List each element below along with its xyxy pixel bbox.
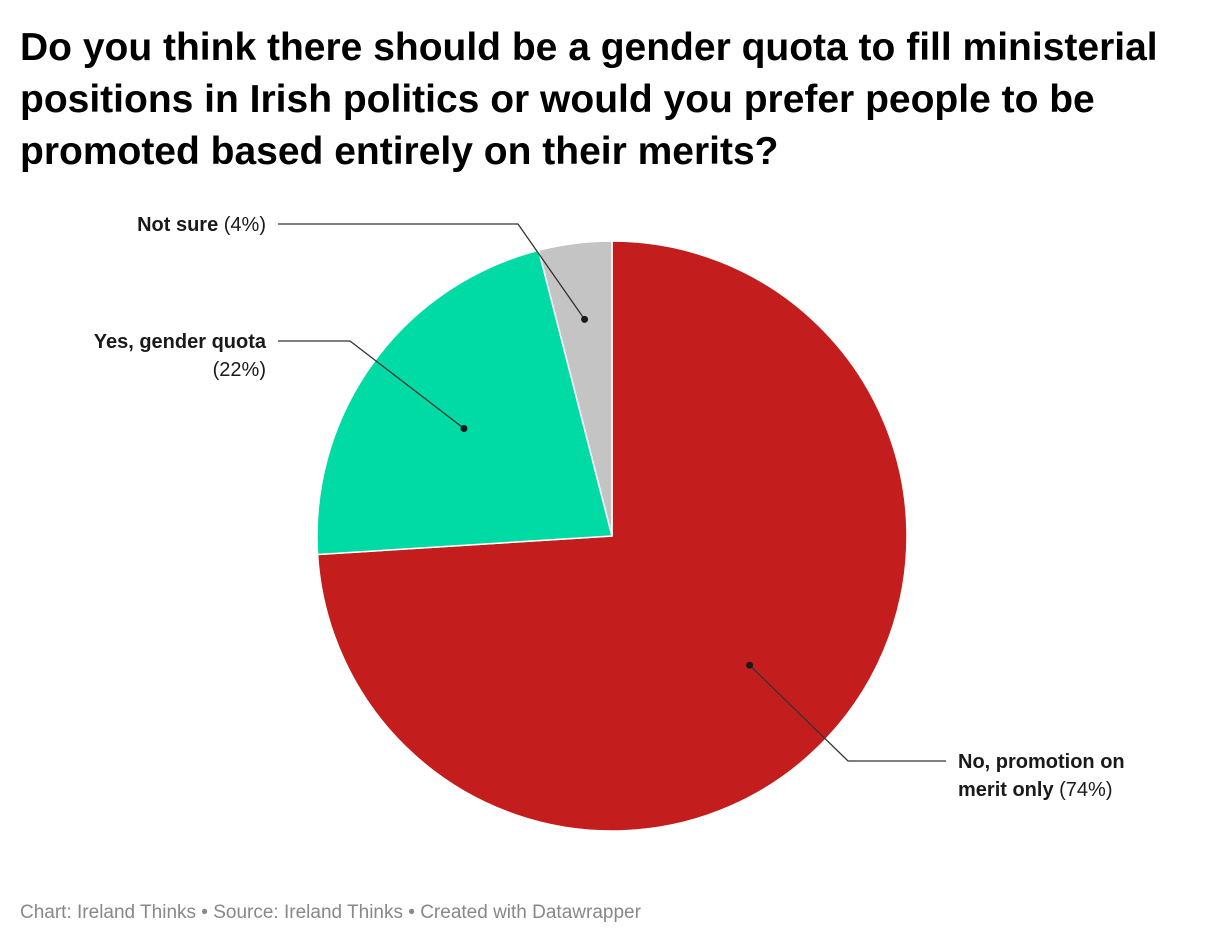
chart-title: Do you think there should be a gender qu… — [20, 26, 1158, 173]
leader-line-no-promotion-on-merit-only — [749, 664, 946, 762]
leader-line-not-sure — [278, 223, 586, 320]
slice-label-name: Not sure — [137, 214, 218, 236]
slice-label-name: merit only — [958, 779, 1054, 801]
created-with-credit: Created with Datawrapper — [420, 902, 641, 923]
slice-label-yes-gender-quota: Yes, gender quota (22%) — [94, 331, 267, 381]
footer-separator: • — [402, 902, 421, 923]
leader-line-yes-gender-quota — [278, 340, 465, 430]
slice-label-not-sure: Not sure (4%) — [137, 214, 266, 236]
source-credit: Source: Ireland Thinks — [213, 902, 403, 923]
pie-slice-not-sure — [537, 240, 613, 537]
slice-label-value: (4%) — [218, 214, 266, 236]
chart-footer: Chart: Ireland Thinks • Source: Ireland … — [20, 902, 641, 924]
slice-label-value: (22%) — [213, 359, 266, 381]
slice-label-name: Yes, gender quota — [94, 331, 267, 353]
label-leader-lines — [278, 223, 946, 762]
pie-slices — [316, 240, 908, 832]
slice-label-name: No, promotion on — [958, 751, 1125, 773]
slice-label-value: (74%) — [1054, 779, 1113, 801]
pie-slice-yes-gender-quota — [316, 249, 613, 556]
slice-labels: No, promotion on merit only (74%) Yes, gen… — [94, 214, 1125, 801]
leader-dot-no-promotion-on-merit-only — [746, 661, 754, 669]
leader-dot-yes-gender-quota — [460, 425, 468, 432]
slice-label-no-promotion-on-merit-only: No, promotion on merit only (74%) — [958, 751, 1125, 801]
footer-separator: • — [196, 902, 214, 923]
chart-credit: Chart: Ireland Thinks — [20, 902, 197, 923]
leader-dot-not-sure — [581, 315, 589, 323]
